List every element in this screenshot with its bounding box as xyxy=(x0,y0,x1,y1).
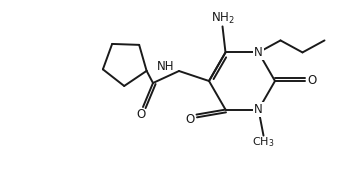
Text: O: O xyxy=(136,108,146,121)
Text: N: N xyxy=(254,103,263,116)
Text: O: O xyxy=(307,74,317,87)
Text: N: N xyxy=(254,46,263,59)
Text: CH$_3$: CH$_3$ xyxy=(252,136,275,149)
Text: O: O xyxy=(186,113,195,126)
Text: NH: NH xyxy=(156,59,174,73)
Text: NH$_2$: NH$_2$ xyxy=(210,11,235,26)
